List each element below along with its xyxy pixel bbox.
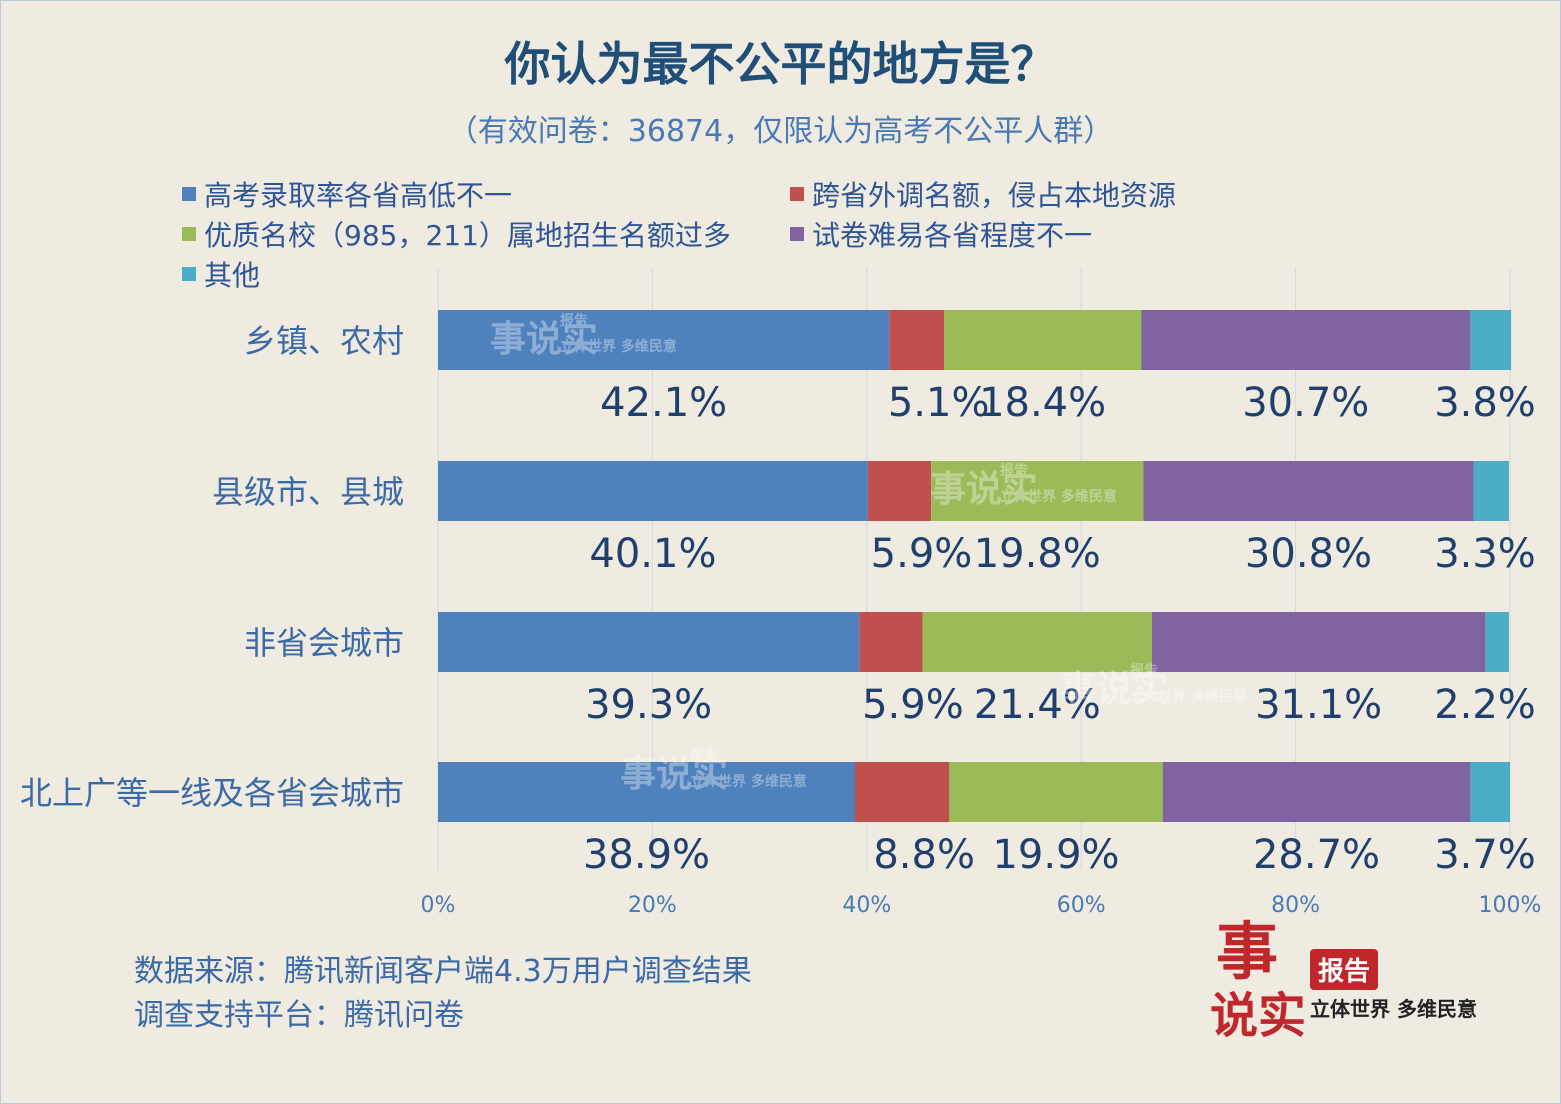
bar-segment (943, 310, 1142, 370)
logo-slogan: 立体世界 多维民意 (1310, 997, 1477, 1021)
data-label: 38.9% (583, 832, 710, 878)
x-tick-label: 60% (1057, 893, 1106, 918)
bar-segment (859, 612, 923, 672)
brand-logo: 事 说实 报告 立体世界 多维民意 (1210, 915, 1500, 1065)
legend-swatch-green (182, 227, 196, 241)
legend-item-quota-transfer: 跨省外调名额，侵占本地资源 (790, 174, 1176, 214)
bar-segment (1470, 762, 1510, 822)
data-label: 30.7% (1242, 380, 1369, 426)
data-label: 30.8% (1245, 531, 1372, 577)
data-label: 2.2% (1434, 682, 1536, 728)
bar-segment (1143, 461, 1474, 521)
legend-item-admission-rate: 高考录取率各省高低不一 (182, 174, 512, 214)
bar-segment (931, 461, 1144, 521)
data-label: 5.9% (871, 531, 973, 577)
data-label: 28.7% (1253, 832, 1380, 878)
chart-title: 你认为最不公平的地方是？ (504, 37, 1057, 91)
bar-segment (438, 612, 860, 672)
legend-swatch-purple (790, 227, 804, 241)
x-tick-label: 20% (628, 893, 677, 918)
data-source: 数据来源：腾讯新闻客户端4.3万用户调查结果 (134, 954, 752, 989)
x-tick-label: 80% (1271, 893, 1320, 918)
x-tick-label: 100% (1479, 893, 1542, 918)
data-label: 31.1% (1255, 682, 1382, 728)
logo-mark-a: 事 (1216, 915, 1279, 988)
legend-label: 其他 (204, 259, 261, 292)
data-label: 5.1% (888, 380, 990, 426)
bar-segment (438, 762, 856, 822)
data-label: 5.9% (862, 682, 964, 728)
legend-swatch-cyan (182, 267, 196, 281)
bar-segment (922, 612, 1152, 672)
data-label: 3.7% (1434, 832, 1536, 878)
bar-segment (1485, 612, 1509, 672)
data-label: 42.1% (600, 380, 727, 426)
x-tick-label: 40% (842, 893, 891, 918)
bar-segment (1151, 612, 1486, 672)
legend-item-exam-difficulty: 试卷难易各省程度不一 (790, 214, 1092, 254)
bar-segment (949, 762, 1163, 822)
bar-segment (855, 762, 950, 822)
chart-subtitle: （有效问卷：36874，仅限认为高考不公平人群） (447, 114, 1114, 149)
category-label: 县级市、县城 (212, 473, 404, 511)
data-label: 40.1% (589, 531, 716, 577)
logo-badge: 报告 (1310, 949, 1379, 990)
bar-segment (867, 461, 932, 521)
legend-swatch-red (790, 187, 804, 201)
legend-swatch-blue (182, 187, 196, 201)
bar-segment (438, 461, 868, 521)
x-tick-label: 0% (421, 893, 456, 918)
category-label: 非省会城市 (244, 624, 404, 662)
category-label: 北上广等一线及各省会城市 (20, 774, 404, 812)
data-label: 19.9% (992, 832, 1119, 878)
survey-platform: 调查支持平台：腾讯问卷 (134, 998, 464, 1033)
legend-label: 跨省外调名额，侵占本地资源 (812, 179, 1177, 212)
bar-segment (1162, 762, 1471, 822)
bar-segment (1473, 461, 1509, 521)
data-label: 3.3% (1434, 531, 1536, 577)
bar-segment (438, 310, 890, 370)
data-label: 19.8% (974, 531, 1101, 577)
legend-label: 高考录取率各省高低不一 (204, 179, 513, 212)
bar-segment (889, 310, 944, 370)
bar-segment (1470, 310, 1512, 370)
data-label: 3.8% (1434, 380, 1536, 426)
legend-label: 试卷难易各省程度不一 (812, 219, 1093, 252)
logo-mark-b: 说实 (1210, 988, 1307, 1044)
legend-item-elite-schools: 优质名校（985，211）属地招生名额过多 (182, 214, 731, 254)
data-label: 39.3% (585, 682, 712, 728)
category-label: 乡镇、农村 (244, 322, 404, 360)
data-label: 18.4% (979, 380, 1106, 426)
bar-segment (1141, 310, 1471, 370)
legend-item-other: 其他 (182, 254, 260, 294)
data-label: 8.8% (873, 832, 975, 878)
data-label: 21.4% (974, 682, 1101, 728)
legend-label: 优质名校（985，211）属地招生名额过多 (204, 219, 731, 252)
